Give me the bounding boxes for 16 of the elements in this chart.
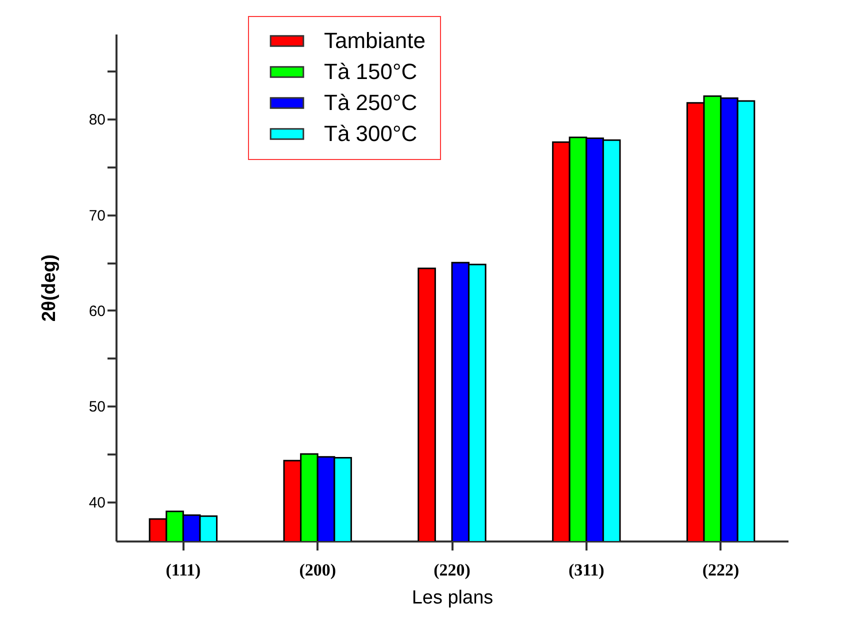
x-tick-label: (111) xyxy=(166,560,201,580)
legend-label: Tambiante xyxy=(324,28,426,53)
y-tick-label: 80 xyxy=(88,112,106,129)
x-tick-label: (220) xyxy=(434,560,470,580)
x-axis-title: Les plans xyxy=(412,588,494,608)
y-tick-label: 50 xyxy=(88,398,106,416)
legend-label: Tà 150°C xyxy=(324,59,418,84)
y-tick-label: 70 xyxy=(88,207,106,224)
x-tick-label: (311) xyxy=(568,560,604,580)
legend-label: Tà 250°C xyxy=(324,90,418,115)
y-tick-label: 40 xyxy=(88,494,106,512)
legend-label: Tà 300°C xyxy=(324,121,418,146)
x-tick-label: (222) xyxy=(702,560,740,580)
x-tick-label: (200) xyxy=(299,560,336,580)
y-tick-label: 60 xyxy=(88,302,106,320)
y-axis-title: 2θ(deg) xyxy=(38,254,60,322)
